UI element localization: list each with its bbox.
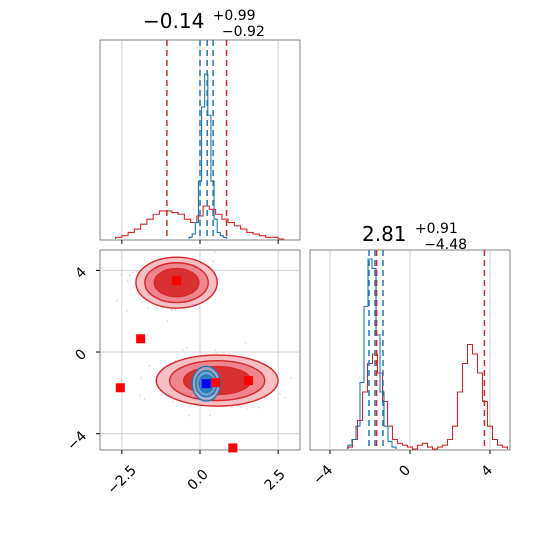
y-tick-labels-joint: 4 0 −4 — [64, 264, 90, 454]
marginal-x-title: −0.14 +0.99 −0.92 — [143, 1, 265, 40]
scatter-sample — [290, 376, 293, 379]
x-tick-label: 2.5 — [262, 467, 289, 494]
scatter-sample — [140, 377, 143, 379]
scatter-sample — [223, 351, 225, 354]
scatter-sample — [148, 364, 151, 367]
scatter-sample — [244, 341, 247, 344]
scatter-sample — [230, 406, 233, 409]
x-tick-label: −4 — [310, 462, 336, 488]
marker-point — [136, 334, 146, 344]
scatter-sample — [166, 320, 169, 323]
panel-marginal-x: −0.14 +0.99 −0.92 — [99, 1, 301, 241]
histogram-step — [115, 205, 285, 240]
panel-marginal-y: 2.81 +0.91 −4.48 — [309, 214, 511, 451]
scatter-sample — [141, 300, 143, 303]
y-tick-label: 4 — [72, 264, 90, 282]
x-tick-label: −2.5 — [104, 462, 139, 497]
scatter-sample — [171, 400, 174, 403]
x-tick-labels-joint: −2.5 0.0 2.5 — [104, 462, 288, 497]
scatter-sample — [258, 406, 261, 409]
scatter-sample — [183, 356, 186, 359]
x-tick-label: 0.0 — [185, 467, 212, 494]
y-tick-label: 0 — [72, 346, 90, 364]
scatter-sample — [160, 393, 163, 396]
scatter-sample — [198, 307, 201, 310]
marker-point — [228, 443, 238, 453]
scatter-sample — [116, 299, 118, 302]
scatter-sample — [171, 309, 173, 312]
scatter-sample — [147, 306, 150, 309]
scatter-sample — [136, 292, 139, 295]
histogram-step — [346, 343, 509, 450]
scatter-sample — [126, 280, 129, 283]
scatter-sample — [214, 349, 217, 352]
marker-point — [211, 378, 221, 388]
scatter-sample — [229, 352, 231, 355]
scatter-sample — [139, 394, 141, 397]
scatter-sample — [279, 392, 281, 395]
scatter-sample — [174, 309, 177, 311]
scatter-sample — [185, 346, 188, 349]
marker-point — [115, 383, 125, 393]
x-tick-label: 0 — [396, 462, 414, 480]
marker-point — [243, 376, 253, 386]
scatter-sample — [131, 271, 134, 274]
scatter-sample — [143, 397, 146, 400]
x-tick-labels-marginal-y: −4 0 4 — [310, 462, 496, 488]
scatter-sample — [125, 310, 128, 312]
histogram-step — [347, 258, 397, 449]
scatter-sample — [213, 251, 216, 253]
scatter-sample — [284, 396, 286, 399]
scatter-sample — [182, 349, 184, 351]
scatter-sample — [128, 274, 131, 276]
y-tick-label: −4 — [64, 428, 90, 454]
scatter-sample — [209, 414, 211, 417]
scatter-sample — [120, 273, 123, 276]
panel-joint — [99, 249, 301, 453]
scatter-sample — [120, 256, 123, 259]
scatter-sample — [245, 408, 248, 411]
marker-point — [201, 379, 211, 389]
x-tick-label: 4 — [478, 462, 496, 480]
scatter-sample — [215, 351, 218, 354]
scatter-sample — [188, 414, 190, 417]
scatter-sample — [140, 265, 143, 268]
scatter-sample — [141, 249, 143, 252]
scatter-sample — [212, 260, 215, 263]
scatter-sample — [217, 278, 219, 280]
marginal-y-title: 2.81 +0.91 −4.48 — [362, 214, 467, 253]
marker-point — [172, 276, 182, 286]
